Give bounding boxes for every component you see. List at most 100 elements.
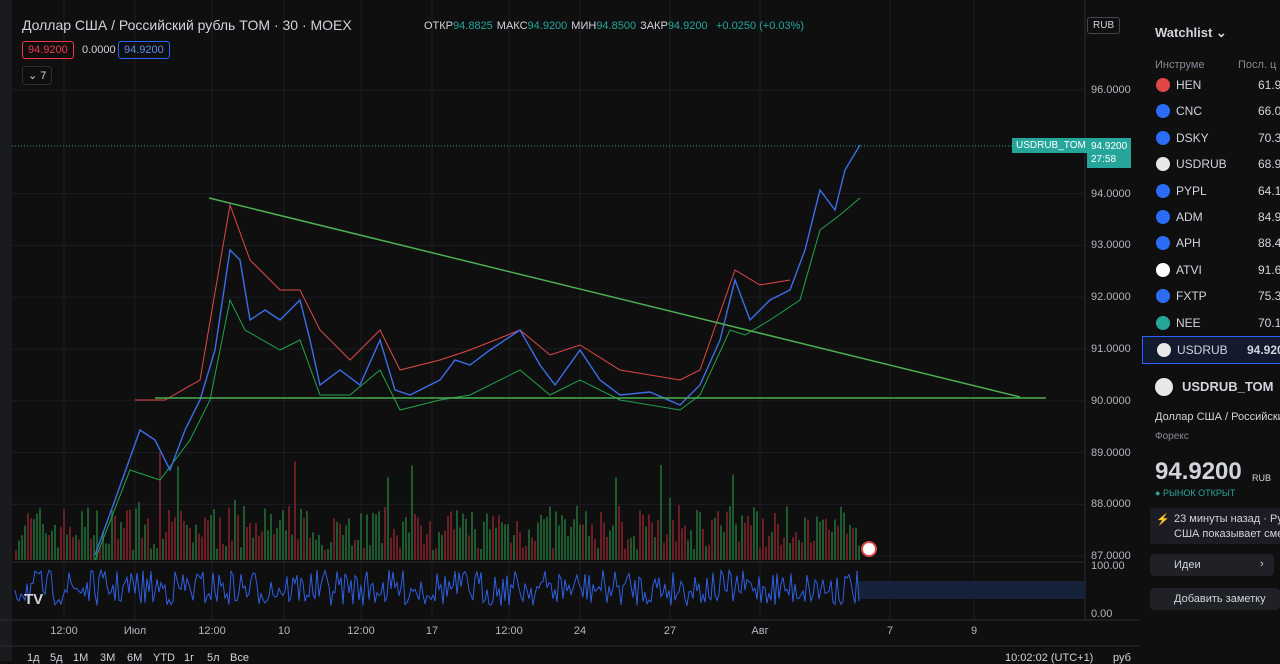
volume-bar [708,544,710,560]
volume-bar [774,513,776,560]
note-text: Добавить заметку [1174,593,1266,605]
volume-bar [759,547,761,560]
volume-bar [423,544,425,560]
volume-bar [729,506,731,560]
unit: руб [1113,652,1131,664]
range-button[interactable]: 1М [73,652,89,664]
volume-bar [666,534,668,560]
volume-bar [624,548,626,560]
currency-select[interactable]: RUB [1087,17,1121,34]
trendline-descending [208,197,1021,398]
news-card[interactable]: ⚡ 23 минуты назад · Ру США показывает см… [1150,508,1280,544]
volume-bar [90,538,92,560]
range-button[interactable]: 5д [50,652,63,664]
time-axis-label: 17 [425,625,439,637]
volume-bar [21,535,23,560]
range-button[interactable]: 6М [127,652,143,664]
volume-bar [366,514,368,560]
volume-bar [420,525,422,560]
volume-bar [843,512,845,560]
badge-spread: 0.0000 [82,44,116,56]
watchlist-row[interactable]: USDRUB 68.99 [1142,151,1280,177]
volume-bar [297,539,299,560]
indicators-toggle[interactable]: ⌄ 7 [22,66,53,85]
range-button[interactable]: 3М [100,652,116,664]
volume-bar [834,519,836,560]
volume-bar [225,546,227,560]
note-button[interactable]: Добавить заметку [1150,588,1280,610]
volume [15,451,860,560]
volume-bar [669,497,671,560]
volume-bar [612,525,614,560]
tv-logo: TV [24,591,43,608]
watchlist-row[interactable]: ATVI 91.6 [1142,257,1280,283]
watchlist-row[interactable]: HEN 61.9 [1142,72,1280,98]
symbol-icon [1156,104,1170,119]
watchlist-row[interactable]: NEE 70.1 [1142,310,1280,336]
volume-bar [381,543,383,560]
ohlc-label: ЗАКР [640,20,668,32]
volume-bar [60,527,62,560]
volume-bar [330,542,332,560]
volume-bar [696,509,698,560]
price-tag-countdown: 27:58 [1091,154,1117,165]
volume-bar [63,509,65,560]
volume-bar [435,548,437,560]
ideas-button[interactable]: Идеи › [1150,554,1274,576]
volume-bar [762,518,764,560]
watchlist-row[interactable]: USDRUB 94.920 [1142,336,1280,364]
volume-bar [264,508,266,560]
volume-bar [39,508,41,560]
symbol-icon [1156,130,1170,145]
watchlist-row[interactable]: DSKY 70.3 [1142,125,1280,151]
volume-bar [771,532,773,560]
range-button[interactable]: 5л [207,652,220,664]
range-button[interactable]: Все [230,652,249,664]
range-button[interactable]: 1д [27,652,40,664]
volume-bar [57,547,59,560]
volume-bar [291,534,293,560]
volume-bar [327,549,329,560]
volume-bar [243,506,245,560]
volume-bar [654,537,656,560]
volume-bar [807,519,809,560]
volume-bar [690,530,692,560]
volume-bar [168,510,170,560]
watchlist-title[interactable]: Watchlist ⌄ [1155,25,1227,40]
volume-bar [192,542,194,560]
watchlist-row[interactable]: CNC 66.0 [1142,98,1280,124]
volume-bar [765,546,767,560]
ohlc: ОТКР94.8825 МАКС94.9200 МИН94.8500 ЗАКР94.9… [424,20,712,32]
volume-bar [252,537,254,560]
volume-bar [663,542,665,560]
volume-bar [153,544,155,560]
volume-bar [681,528,683,560]
watchlist-row[interactable]: APH 88.4 [1142,230,1280,256]
volume-bar [171,522,173,560]
detail-category: Форекс [1155,431,1189,442]
volume-bar [66,534,68,560]
watchlist-row[interactable]: FXTP 75.3 [1142,283,1280,309]
volume-bar [318,534,320,560]
watchlist-row[interactable]: ADM 84.9 [1142,204,1280,230]
volume-bar [405,517,407,560]
volume-bar [204,517,206,560]
watchlist-row[interactable]: PYPL 64.1 [1142,178,1280,204]
watchlist-price: 88.4 [1258,236,1280,251]
range-button[interactable]: YTD [153,652,175,664]
volume-bar [747,515,749,560]
volume-bar [699,512,701,560]
volume-bar [48,535,50,560]
volume-bar [633,536,635,560]
range-button[interactable]: 1г [184,652,195,664]
volume-bar [408,532,410,560]
volume-bar [618,505,620,560]
symbol-title[interactable]: Доллар США / Российский рубль TOM · 30 ·… [22,17,352,33]
volume-bar [276,527,278,560]
volume-bar [522,547,524,560]
time-axis-label: 27 [663,625,677,637]
watchlist-price: 70.1 [1258,315,1280,330]
volume-bar [735,524,737,560]
watchlist-symbol: USDRUB [1177,343,1228,357]
event-flag [861,541,877,557]
